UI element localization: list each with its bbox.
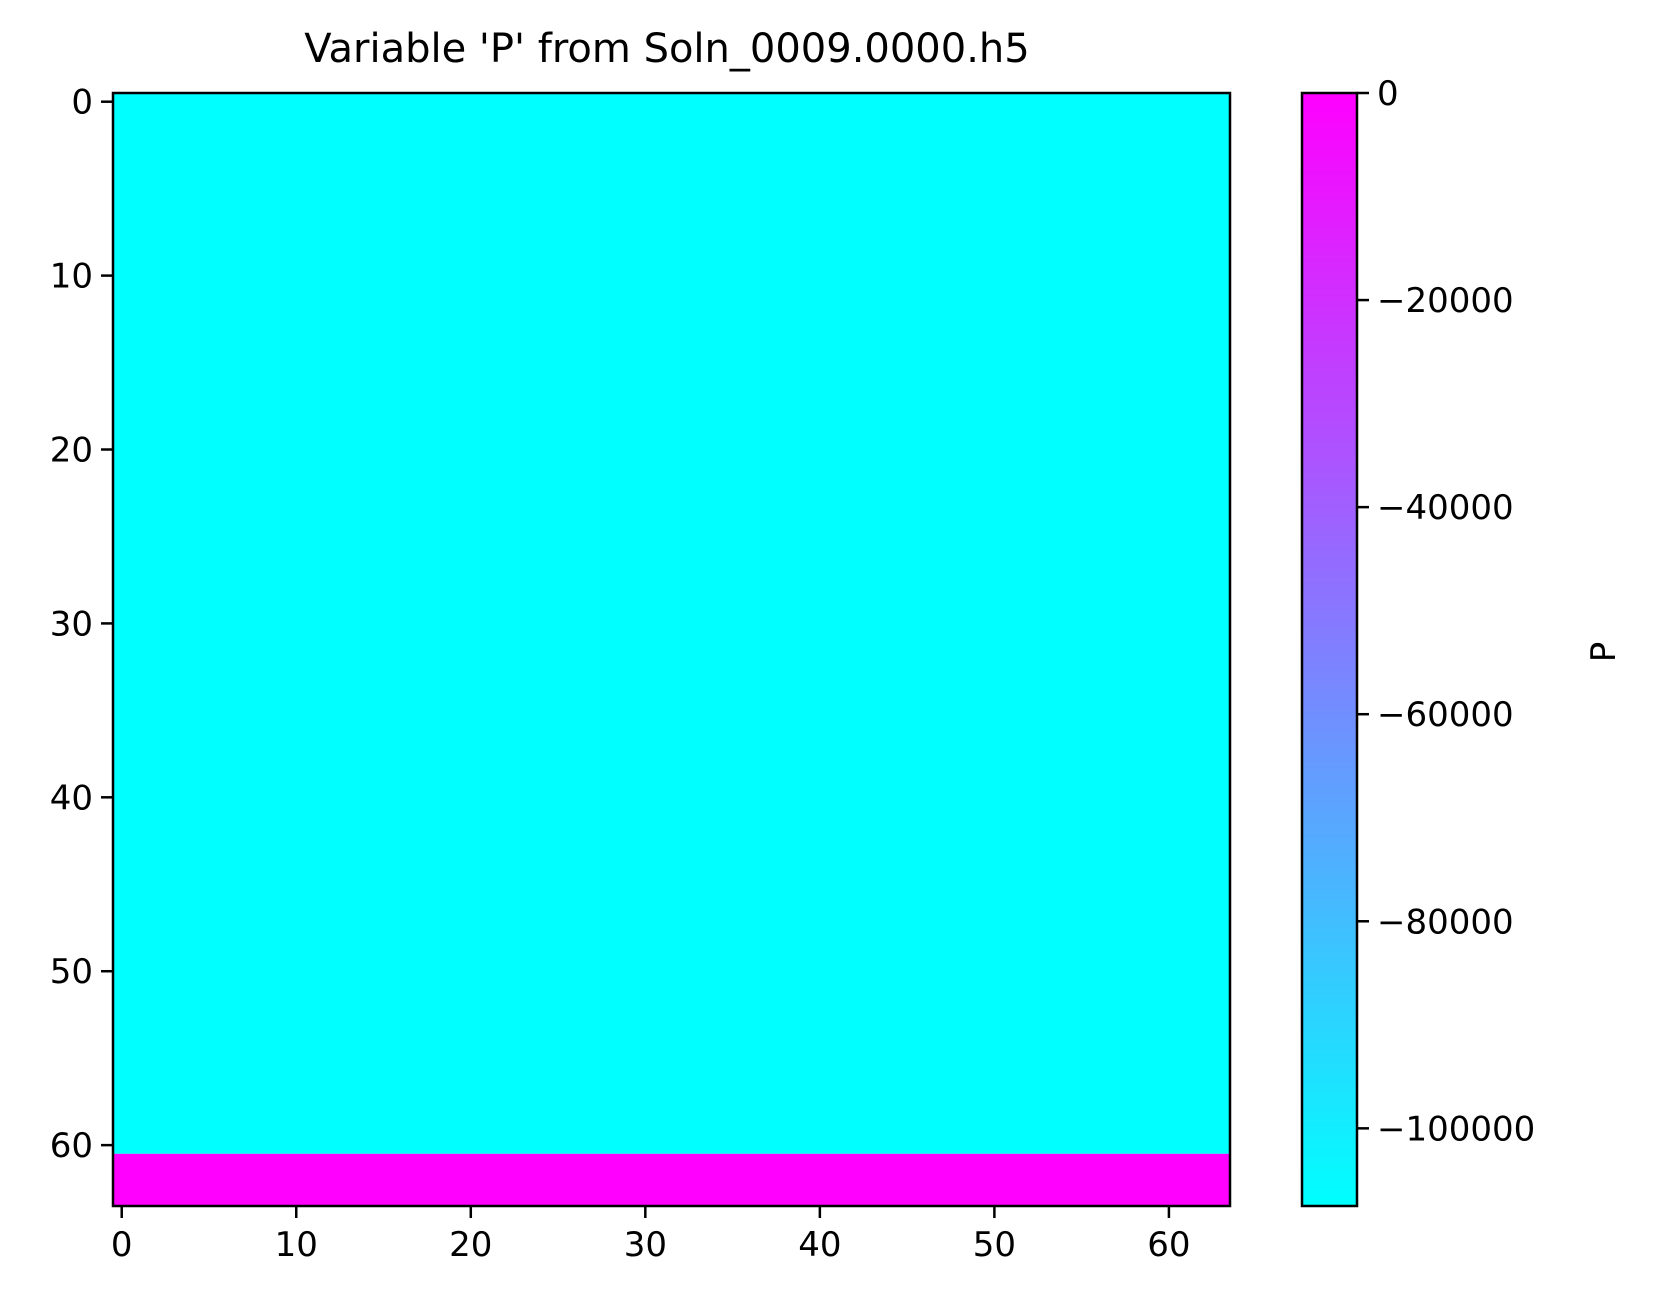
heatmap-cells bbox=[113, 93, 1230, 1206]
heatmap-region-1 bbox=[113, 1153, 1230, 1206]
colorbar-tick-label: −100000 bbox=[1377, 1109, 1535, 1149]
x-tick-label: 0 bbox=[111, 1225, 133, 1265]
x-axis: 0 10 20 30 40 50 60 bbox=[111, 1206, 1191, 1265]
colorbar-tick-label: −60000 bbox=[1377, 695, 1514, 735]
y-tick-label: 50 bbox=[50, 952, 93, 992]
colorbar-label: P bbox=[1584, 642, 1624, 663]
x-tick-label: 50 bbox=[973, 1225, 1016, 1265]
y-tick-label: 0 bbox=[71, 83, 93, 123]
colorbar-tick-label: −80000 bbox=[1377, 902, 1514, 942]
x-tick-label: 60 bbox=[1147, 1225, 1190, 1265]
colorbar-tick-label: −20000 bbox=[1377, 281, 1514, 321]
colorbar-axis: 0 −20000 −40000 −60000 −80000 −100000 bbox=[1357, 74, 1535, 1149]
heatmap-region-0 bbox=[113, 93, 1230, 1154]
y-tick-label: 10 bbox=[50, 257, 93, 297]
colorbar-tick-label: −40000 bbox=[1377, 488, 1514, 528]
y-tick-label: 20 bbox=[50, 431, 93, 471]
x-tick-label: 10 bbox=[275, 1225, 318, 1265]
chart-title: Variable 'P' from Soln_0009.0000.h5 bbox=[304, 26, 1029, 72]
y-axis: 0 10 20 30 40 50 60 bbox=[50, 83, 113, 1166]
y-tick-label: 30 bbox=[50, 604, 93, 644]
y-tick-label: 40 bbox=[50, 778, 93, 818]
x-tick-label: 40 bbox=[798, 1225, 841, 1265]
x-tick-label: 20 bbox=[449, 1225, 492, 1265]
colorbar-tick-label: 0 bbox=[1377, 74, 1399, 114]
plot-frame bbox=[111, 91, 1232, 1208]
colorbar bbox=[1300, 91, 1359, 1208]
y-tick-label: 60 bbox=[50, 1126, 93, 1166]
x-tick-label: 30 bbox=[624, 1225, 667, 1265]
